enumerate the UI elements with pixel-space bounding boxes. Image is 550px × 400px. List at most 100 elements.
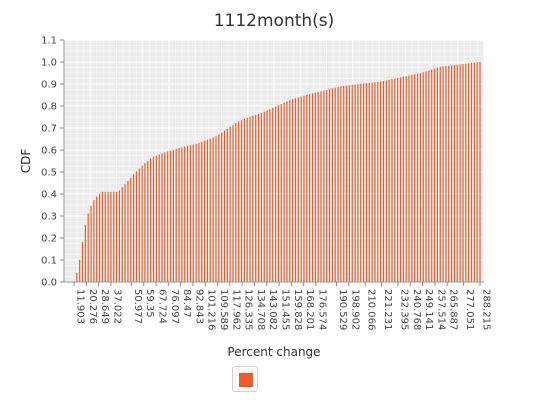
cdf-bar bbox=[167, 151, 169, 282]
cdf-bar bbox=[300, 96, 302, 282]
cdf-bar bbox=[348, 85, 350, 283]
cdf-bar bbox=[240, 120, 243, 283]
x-tick-label: 257.514 bbox=[435, 289, 446, 330]
cdf-bar bbox=[84, 225, 86, 282]
cdf-bar bbox=[79, 259, 81, 282]
y-tick-label: 1.1 bbox=[41, 36, 57, 47]
x-tick-label: 92.843 bbox=[193, 289, 204, 324]
cdf-bar bbox=[309, 94, 311, 283]
cdf-bar bbox=[221, 132, 223, 282]
cdf-bar bbox=[292, 99, 294, 282]
cdf-bar bbox=[186, 145, 189, 282]
x-tick-label: 176.574 bbox=[316, 289, 327, 330]
cdf-bar bbox=[431, 69, 433, 282]
cdf-bar bbox=[215, 136, 217, 282]
cdf-bar bbox=[272, 107, 274, 282]
cdf-bar bbox=[448, 65, 450, 282]
cdf-bar bbox=[334, 87, 336, 283]
cdf-bar bbox=[93, 200, 95, 282]
cdf-bar bbox=[286, 101, 288, 282]
cdf-bar bbox=[385, 80, 387, 282]
cdf-bar bbox=[175, 148, 177, 282]
cdf-bar bbox=[87, 213, 89, 282]
cdf-bar bbox=[371, 82, 373, 282]
cdf-bar bbox=[90, 205, 92, 282]
cdf-bar bbox=[181, 147, 183, 282]
cdf-bar bbox=[343, 85, 345, 283]
x-tick-label: 288.215 bbox=[481, 289, 492, 330]
cdf-bar bbox=[223, 130, 226, 282]
cdf-bar bbox=[433, 68, 436, 282]
cdf-bar bbox=[331, 88, 333, 283]
cdf-bar bbox=[326, 89, 328, 282]
cdf-bar bbox=[113, 191, 115, 282]
x-tick-label: 59.35 bbox=[144, 289, 155, 318]
cdf-bar bbox=[252, 115, 254, 282]
x-tick-label: 67.724 bbox=[157, 289, 168, 324]
x-tick-label: 109.589 bbox=[218, 289, 229, 330]
cdf-bar bbox=[107, 191, 109, 282]
x-tick-label: 240.768 bbox=[411, 289, 422, 330]
cdf-bar bbox=[374, 82, 376, 283]
cdf-bar bbox=[198, 142, 200, 282]
cdf-bar bbox=[317, 92, 319, 282]
y-tick-label: 1.0 bbox=[41, 58, 57, 69]
cdf-bar bbox=[269, 109, 271, 282]
x-tick-label: 159.828 bbox=[292, 289, 303, 330]
cdf-bar bbox=[391, 79, 393, 283]
cdf-bar bbox=[419, 73, 421, 282]
cdf-bar bbox=[206, 139, 209, 282]
x-tick-label: 168.201 bbox=[304, 289, 315, 330]
cdf-bar bbox=[260, 112, 262, 283]
cdf-bar bbox=[249, 116, 251, 283]
cdf-bar bbox=[127, 180, 129, 282]
cdf-bar bbox=[408, 75, 410, 283]
cdf-bar bbox=[365, 83, 368, 283]
cdf-bar bbox=[283, 102, 285, 282]
cdf-bar bbox=[133, 174, 135, 282]
x-tick-label: 134.708 bbox=[255, 289, 266, 330]
x-tick-label: 265.887 bbox=[448, 289, 459, 330]
cdf-bar bbox=[394, 78, 396, 282]
cdf-bar bbox=[201, 141, 203, 282]
cdf-bar bbox=[229, 126, 231, 282]
cdf-bar bbox=[124, 184, 126, 282]
cdf-bar bbox=[360, 83, 362, 282]
y-axis-ticks: 0.0 0.1 0.2 0.3 0.4 0.5 0.6 0.7 0.8 0.9 1.0 1.1 bbox=[41, 36, 64, 289]
cdf-bar bbox=[320, 91, 322, 282]
cdf-bar bbox=[130, 177, 132, 282]
cdf-bar bbox=[377, 82, 379, 282]
cdf-bar bbox=[115, 191, 118, 282]
cdf-bar bbox=[121, 187, 123, 282]
cdf-bar bbox=[110, 191, 112, 282]
cdf-bar bbox=[118, 190, 121, 282]
x-tick-label: 101.216 bbox=[206, 289, 217, 330]
cdf-bar bbox=[152, 156, 155, 282]
y-tick-label: 0.3 bbox=[41, 212, 57, 223]
cdf-bar bbox=[257, 113, 260, 282]
cdf-bar bbox=[76, 273, 78, 282]
cdf-bar bbox=[255, 114, 257, 283]
cdf-bar bbox=[465, 63, 467, 283]
cdf-bar bbox=[150, 158, 152, 282]
legend[interactable] bbox=[232, 366, 258, 392]
cdf-bar bbox=[238, 121, 240, 282]
x-tick-label: 84.47 bbox=[181, 289, 192, 318]
cdf-bar bbox=[416, 73, 419, 283]
x-tick-label: 28.649 bbox=[99, 289, 110, 324]
cdf-bar bbox=[297, 97, 299, 282]
cdf-bar bbox=[235, 123, 237, 282]
y-tick-label: 0.2 bbox=[41, 234, 57, 245]
cdf-bar bbox=[337, 87, 339, 282]
x-tick-label: 37.022 bbox=[111, 289, 122, 324]
cdf-bar bbox=[340, 86, 342, 282]
x-tick-label: 50.977 bbox=[132, 289, 143, 324]
cdf-bar bbox=[195, 143, 197, 282]
cdf-bar bbox=[442, 66, 444, 282]
cdf-bar bbox=[451, 65, 453, 282]
cdf-bar bbox=[263, 111, 265, 282]
chart-title: 1112month(s) bbox=[214, 11, 335, 31]
x-tick-label: 11.903 bbox=[75, 289, 86, 324]
x-axis-label: Percent change bbox=[227, 345, 320, 359]
